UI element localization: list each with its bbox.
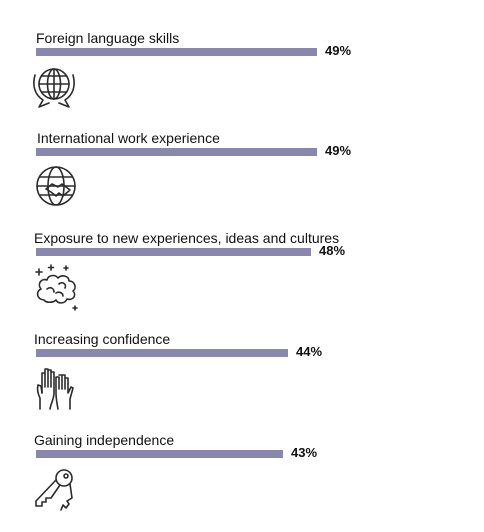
chart-row: Gaining independence 43% [0,432,484,532]
bar [36,349,288,357]
data-label: 48% [319,243,346,258]
bar [36,48,317,56]
chart-row: Increasing confidence 44% [0,331,484,431]
category-label: Exposure to new experiences, ideas and c… [34,230,340,246]
chart-page: { "chart_data": { "type": "bar", "orient… [0,30,484,511]
category-label: International work experience [37,130,220,146]
data-label: 49% [325,43,352,58]
bar [36,450,283,458]
raised-hands-icon [32,363,80,411]
chart-row: Foreign language skills 49% [0,30,484,130]
chart-row: International work experience 49% [0,130,484,230]
brain-sparkles-icon [32,262,80,311]
data-label: 44% [296,344,323,359]
chart-row: Exposure to new experiences, ideas and c… [0,230,484,330]
data-label: 43% [291,445,318,460]
keys-icon [32,464,80,512]
bar [36,248,311,256]
category-label: Foreign language skills [36,30,180,46]
bar [36,148,317,156]
globe-speech-icon [30,62,78,110]
category-label: Increasing confidence [34,331,171,347]
globe-handshake-icon [32,162,80,210]
category-label: Gaining independence [34,432,175,448]
data-label: 49% [325,143,352,158]
